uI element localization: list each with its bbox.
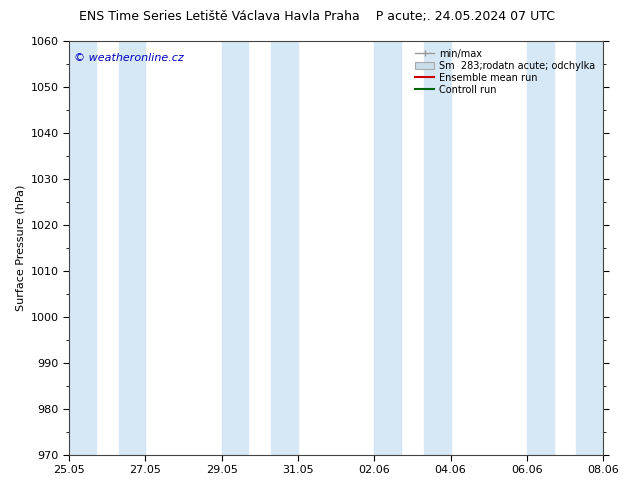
Text: © weatheronline.cz: © weatheronline.cz (74, 53, 184, 64)
Bar (222, 41, 249, 455)
Bar (69, 41, 96, 455)
Y-axis label: Surface Pressure (hPa): Surface Pressure (hPa) (15, 185, 25, 311)
Bar (424, 41, 451, 455)
Bar (119, 41, 145, 455)
Bar (527, 41, 553, 455)
Bar (576, 41, 603, 455)
Legend: min/max, Sm  283;rodatn acute; odchylka, Ensemble mean run, Controll run: min/max, Sm 283;rodatn acute; odchylka, … (412, 46, 598, 98)
Text: ENS Time Series Letiště Václava Havla Praha    P acute;. 24.05.2024 07 UTC: ENS Time Series Letiště Václava Havla Pr… (79, 10, 555, 23)
Bar (374, 41, 401, 455)
Bar (271, 41, 298, 455)
